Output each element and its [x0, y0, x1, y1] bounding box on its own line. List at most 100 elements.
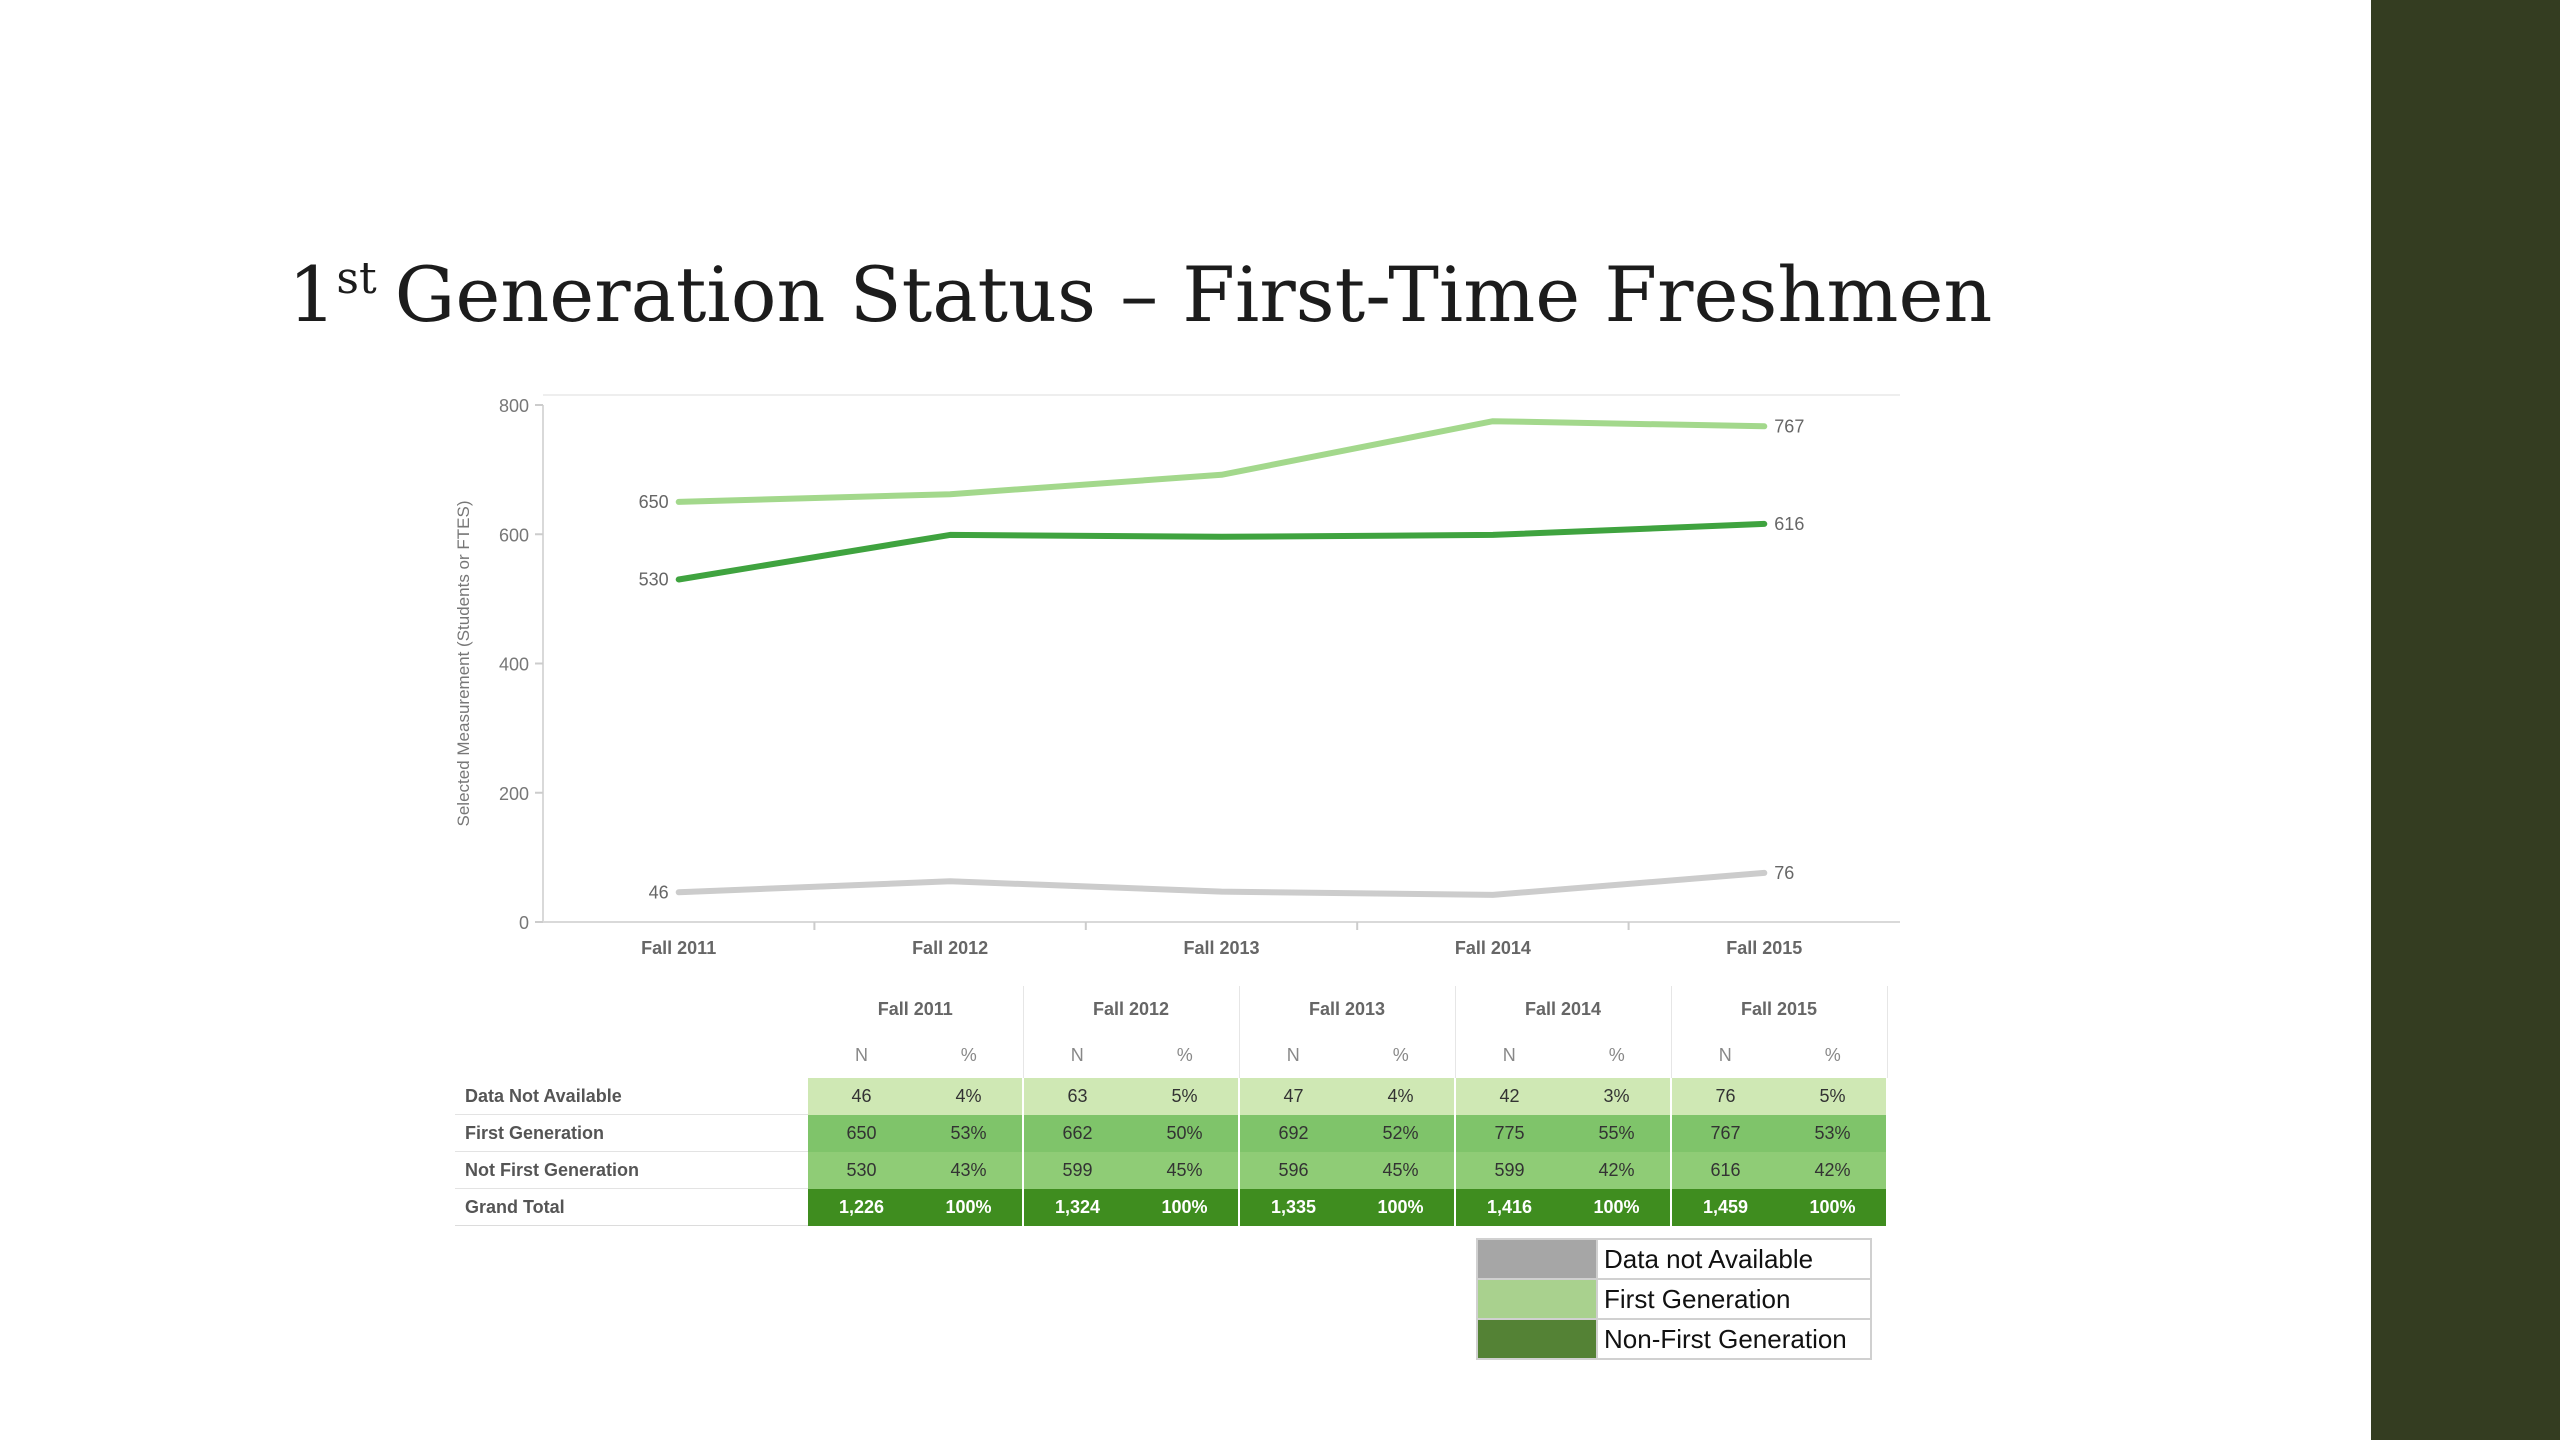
table-cell: 692 — [1239, 1114, 1347, 1152]
data-label: 650 — [639, 492, 669, 512]
table-cell: 650 — [808, 1114, 915, 1152]
table-cell: 1,459 — [1671, 1188, 1779, 1226]
data-point — [948, 492, 952, 496]
table-row: Data Not Available 46 4% 63 5% 47 4% 42 … — [455, 1078, 1888, 1115]
data-point — [948, 879, 952, 883]
legend-label: Data not Available — [1604, 1243, 1814, 1274]
data-point — [1762, 522, 1766, 526]
n-header: N — [855, 1044, 868, 1065]
series-line — [675, 520, 1768, 583]
table-cell: 4% — [1347, 1078, 1456, 1115]
legend-swatch — [1478, 1240, 1598, 1278]
title-prefix: 1 — [288, 250, 337, 339]
table-cell: 1,416 — [1455, 1188, 1563, 1226]
table-cell: 1,324 — [1023, 1188, 1131, 1226]
y-tick-label: 600 — [499, 525, 529, 545]
table-cell: 599 — [1455, 1151, 1563, 1189]
table-cell: 4% — [915, 1078, 1024, 1115]
pct-header: % — [1563, 1032, 1672, 1078]
table-year-header: Fall 2011 Fall 2012 Fall 2013 Fall 2014 … — [455, 986, 1888, 1032]
x-tick-label: Fall 2014 — [1455, 938, 1531, 958]
pct-header: % — [1131, 1032, 1240, 1078]
series-line — [675, 418, 1768, 505]
data-point — [1220, 473, 1223, 477]
data-label: 530 — [639, 569, 669, 589]
table-subheader: N % N % N % N % N % — [455, 1032, 1888, 1078]
legend: Data not Available First Generation Non-… — [1476, 1238, 1872, 1360]
row-label: Not First Generation — [455, 1151, 808, 1189]
summary-table: Fall 2011 Fall 2012 Fall 2013 Fall 2014 … — [455, 986, 1888, 1226]
n-header: N — [1070, 1044, 1084, 1065]
data-label: 46 — [649, 882, 669, 902]
y-tick-label: 0 — [519, 913, 529, 933]
table-cell: 46 — [808, 1078, 915, 1115]
table-cell: 5% — [1131, 1078, 1240, 1115]
table-cell: 53% — [1779, 1114, 1888, 1152]
x-tick-label: Fall 2011 — [641, 938, 716, 958]
n-header: N — [1718, 1044, 1732, 1065]
table-cell: 767 — [1671, 1114, 1779, 1152]
data-point — [1220, 535, 1223, 539]
table-row-total: Grand Total 1,226 100% 1,324 100% 1,335 … — [455, 1188, 1888, 1226]
n-header: N — [1286, 1044, 1300, 1065]
table-cell: 100% — [1779, 1188, 1888, 1226]
title-superscript: st — [336, 253, 377, 304]
data-point — [1220, 890, 1223, 894]
table-cell: 45% — [1347, 1151, 1456, 1189]
table-cell: 1,335 — [1239, 1188, 1347, 1226]
data-label: 616 — [1774, 514, 1804, 534]
data-point — [1762, 871, 1766, 875]
legend-swatch — [1478, 1320, 1598, 1358]
pct-header: % — [1779, 1032, 1888, 1078]
row-label: First Generation — [455, 1114, 808, 1152]
table-cell: 55% — [1563, 1114, 1672, 1152]
legend-item: First Generation — [1478, 1278, 1870, 1318]
data-point — [1491, 419, 1495, 423]
data-label: 76 — [1774, 863, 1794, 883]
data-point — [1762, 424, 1766, 428]
row-label: Grand Total — [455, 1188, 808, 1226]
year-header: Fall 2011 — [808, 986, 1024, 1032]
table-cell: 52% — [1347, 1114, 1456, 1152]
table-row: First Generation 650 53% 662 50% 692 52%… — [455, 1114, 1888, 1152]
y-tick-label: 400 — [499, 655, 529, 675]
table-cell: 662 — [1023, 1114, 1131, 1152]
table-cell: 100% — [1563, 1188, 1672, 1226]
data-point — [1491, 893, 1495, 897]
legend-label: Non-First Generation — [1604, 1323, 1847, 1354]
row-label: Data Not Available — [455, 1078, 808, 1115]
table-cell: 43% — [915, 1151, 1024, 1189]
table-cell: 100% — [1347, 1188, 1456, 1226]
pct-header: % — [1347, 1032, 1456, 1078]
table-cell: 45% — [1131, 1151, 1240, 1189]
data-point — [677, 500, 681, 504]
table-cell: 3% — [1563, 1078, 1672, 1115]
pct-header: % — [915, 1032, 1024, 1078]
data-point — [677, 890, 681, 894]
x-tick-label: Fall 2012 — [912, 938, 988, 958]
table-cell: 50% — [1131, 1114, 1240, 1152]
table-corner — [455, 1032, 808, 1078]
line-chart: 0 200 400 600 800 Selected Measurement (Stude… — [454, 394, 1900, 958]
x-tick-label: Fall 2015 — [1726, 938, 1802, 958]
legend-item: Data not Available — [1478, 1240, 1870, 1278]
table-cell: 100% — [915, 1188, 1024, 1226]
table-cell: 5% — [1779, 1078, 1888, 1115]
data-point — [1491, 533, 1495, 537]
table-cell: 775 — [1455, 1114, 1563, 1152]
data-label: 767 — [1774, 416, 1804, 436]
table-cell: 53% — [915, 1114, 1024, 1152]
year-header: Fall 2014 — [1455, 986, 1672, 1032]
title-text: Generation Status – First-Time Freshmen — [394, 250, 1993, 339]
data-point — [948, 533, 952, 537]
year-header: Fall 2012 — [1023, 986, 1240, 1032]
slide-title: 1st Generation Status – First-Time Freshm… — [288, 250, 1992, 339]
table-cell: 599 — [1023, 1151, 1131, 1189]
data-point — [677, 577, 681, 581]
table-cell: 42% — [1563, 1151, 1672, 1189]
table-cell: 100% — [1131, 1188, 1240, 1226]
x-tick-label: Fall 2013 — [1183, 938, 1259, 958]
table-cell: 42 — [1455, 1078, 1563, 1115]
legend-item: Non-First Generation — [1478, 1318, 1870, 1358]
legend-swatch — [1478, 1280, 1598, 1318]
